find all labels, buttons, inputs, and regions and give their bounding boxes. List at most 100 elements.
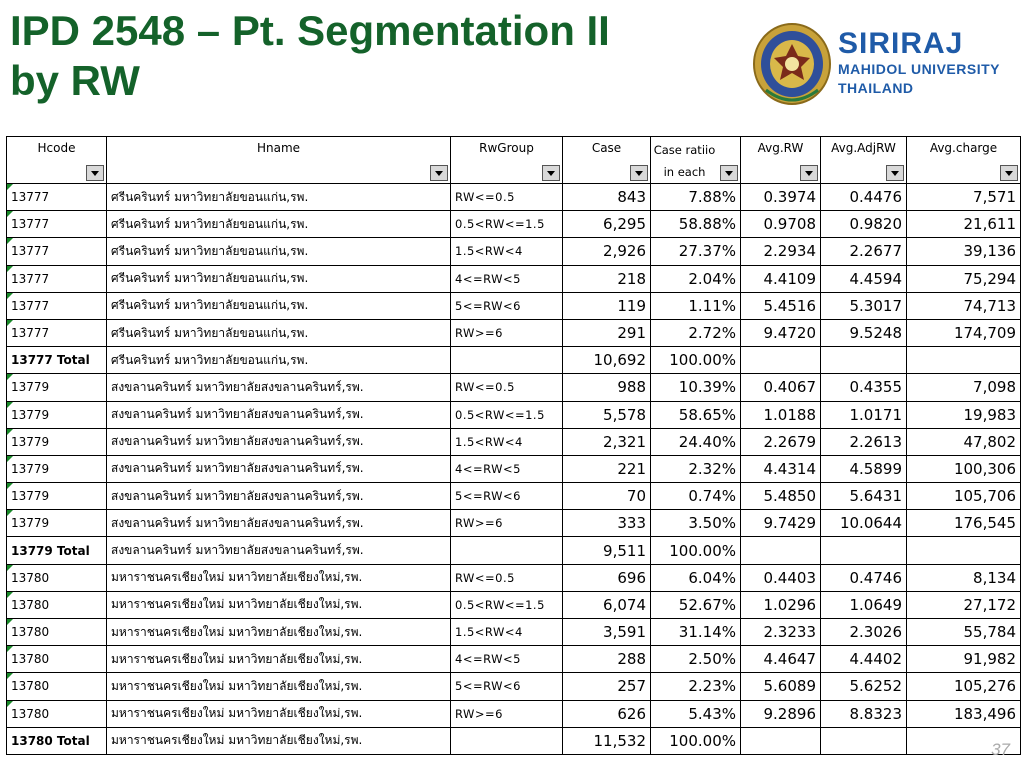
cell-avg-rw[interactable] [740, 346, 821, 375]
cell-rwgroup[interactable]: 5<=RW<6 [450, 672, 563, 701]
cell-case-ratio[interactable]: 100.00% [650, 536, 741, 565]
cell-avg-adjrw[interactable]: 2.3026 [820, 617, 907, 647]
cell-hcode[interactable]: 13777 [6, 291, 107, 320]
cell-hcode[interactable]: 13779 [6, 373, 107, 402]
cell-hname[interactable]: มหาราชนครเชียงใหม่ มหาวิทยาลัยเชียงใหม่,… [106, 726, 451, 755]
cell-avg-adjrw[interactable]: 0.4746 [820, 563, 907, 592]
cell-hname[interactable]: สงขลานครินทร์ มหาวิทยาลัยสงขลานครินทร์,ร… [106, 400, 451, 429]
cell-case-ratio[interactable]: 58.88% [650, 210, 741, 239]
cell-case-ratio[interactable]: 1.11% [650, 291, 741, 320]
cell-avg-charge[interactable]: 174,709 [906, 318, 1021, 348]
cell-case[interactable]: 11,532 [562, 726, 651, 755]
cell-hname[interactable]: สงขลานครินทร์ มหาวิทยาลัยสงขลานครินทร์,ร… [106, 454, 451, 484]
cell-case[interactable]: 218 [562, 264, 651, 293]
cell-hname[interactable]: ศรีนครินทร์ มหาวิทยาลัยขอนแก่น,รพ. [106, 346, 451, 375]
cell-avg-adjrw[interactable]: 0.4355 [820, 373, 907, 402]
cell-avg-adjrw[interactable]: 4.4594 [820, 264, 907, 293]
cell-case[interactable]: 843 [562, 182, 651, 212]
cell-hname[interactable]: มหาราชนครเชียงใหม่ มหาวิทยาลัยเชียงใหม่,… [106, 699, 451, 728]
cell-avg-adjrw[interactable]: 9.5248 [820, 318, 907, 348]
cell-rwgroup[interactable]: RW>=6 [450, 509, 563, 538]
cell-case-ratio[interactable]: 27.37% [650, 237, 741, 266]
cell-avg-rw[interactable] [740, 726, 821, 755]
cell-case[interactable]: 3,591 [562, 617, 651, 647]
cell-case[interactable]: 2,926 [562, 237, 651, 266]
cell-avg-adjrw[interactable]: 0.9820 [820, 210, 907, 239]
cell-rwgroup[interactable]: 4<=RW<5 [450, 264, 563, 293]
cell-hname[interactable]: มหาราชนครเชียงใหม่ มหาวิทยาลัยเชียงใหม่,… [106, 590, 451, 620]
cell-case-ratio[interactable]: 0.74% [650, 482, 741, 511]
cell-avg-rw[interactable] [740, 536, 821, 565]
cell-avg-rw[interactable]: 5.4850 [740, 482, 821, 511]
cell-rwgroup[interactable]: 0.5<RW<=1.5 [450, 400, 563, 429]
cell-avg-adjrw[interactable]: 5.3017 [820, 291, 907, 320]
cell-avg-rw[interactable]: 5.4516 [740, 291, 821, 320]
cell-avg-charge[interactable]: 39,136 [906, 237, 1021, 266]
cell-rwgroup[interactable]: 0.5<RW<=1.5 [450, 590, 563, 620]
cell-avg-charge[interactable]: 105,276 [906, 672, 1021, 701]
cell-case-ratio[interactable]: 100.00% [650, 726, 741, 755]
cell-rwgroup[interactable]: 1.5<RW<4 [450, 427, 563, 456]
cell-case[interactable]: 5,578 [562, 400, 651, 429]
cell-case[interactable]: 333 [562, 509, 651, 538]
cell-avg-charge[interactable]: 91,982 [906, 645, 1021, 674]
cell-case[interactable]: 291 [562, 318, 651, 348]
cell-hcode[interactable]: 13777 [6, 264, 107, 293]
cell-avg-rw[interactable]: 9.2896 [740, 699, 821, 728]
cell-avg-adjrw[interactable]: 5.6252 [820, 672, 907, 701]
cell-case-ratio[interactable]: 10.39% [650, 373, 741, 402]
cell-avg-charge[interactable]: 183,496 [906, 699, 1021, 728]
cell-hname[interactable]: มหาราชนครเชียงใหม่ มหาวิทยาลัยเชียงใหม่,… [106, 617, 451, 647]
cell-case[interactable]: 10,692 [562, 346, 651, 375]
cell-hcode[interactable]: 13780 [6, 563, 107, 592]
cell-avg-charge[interactable]: 74,713 [906, 291, 1021, 320]
cell-hcode[interactable]: 13777 [6, 182, 107, 212]
cell-case[interactable]: 288 [562, 645, 651, 674]
cell-hname[interactable]: มหาราชนครเชียงใหม่ มหาวิทยาลัยเชียงใหม่,… [106, 563, 451, 592]
cell-avg-rw[interactable]: 4.4647 [740, 645, 821, 674]
filter-dropdown-icon[interactable] [800, 165, 818, 181]
cell-hcode[interactable]: 13779 Total [6, 536, 107, 565]
cell-avg-rw[interactable]: 0.4067 [740, 373, 821, 402]
cell-case-ratio[interactable]: 7.88% [650, 182, 741, 212]
cell-hname[interactable]: ศรีนครินทร์ มหาวิทยาลัยขอนแก่น,รพ. [106, 237, 451, 266]
cell-rwgroup[interactable]: 0.5<RW<=1.5 [450, 210, 563, 239]
cell-avg-adjrw[interactable]: 2.2677 [820, 237, 907, 266]
cell-hcode[interactable]: 13779 [6, 482, 107, 511]
cell-avg-charge[interactable]: 7,098 [906, 373, 1021, 402]
cell-case-ratio[interactable]: 24.40% [650, 427, 741, 456]
cell-avg-adjrw[interactable] [820, 536, 907, 565]
cell-hcode[interactable]: 13777 [6, 237, 107, 266]
cell-avg-charge[interactable]: 21,611 [906, 210, 1021, 239]
cell-rwgroup[interactable]: 4<=RW<5 [450, 645, 563, 674]
cell-avg-rw[interactable]: 5.6089 [740, 672, 821, 701]
cell-avg-adjrw[interactable]: 4.5899 [820, 454, 907, 484]
filter-dropdown-icon[interactable] [542, 165, 560, 181]
cell-rwgroup[interactable]: 1.5<RW<4 [450, 617, 563, 647]
cell-rwgroup[interactable]: 4<=RW<5 [450, 454, 563, 484]
cell-hname[interactable]: ศรีนครินทร์ มหาวิทยาลัยขอนแก่น,รพ. [106, 182, 451, 212]
cell-avg-adjrw[interactable] [820, 346, 907, 375]
cell-avg-rw[interactable]: 1.0188 [740, 400, 821, 429]
cell-case[interactable]: 2,321 [562, 427, 651, 456]
cell-hname[interactable]: ศรีนครินทร์ มหาวิทยาลัยขอนแก่น,รพ. [106, 264, 451, 293]
cell-avg-adjrw[interactable]: 1.0649 [820, 590, 907, 620]
cell-avg-rw[interactable]: 0.4403 [740, 563, 821, 592]
cell-rwgroup[interactable] [450, 536, 563, 565]
cell-case[interactable]: 257 [562, 672, 651, 701]
cell-case-ratio[interactable]: 2.23% [650, 672, 741, 701]
cell-avg-adjrw[interactable]: 1.0171 [820, 400, 907, 429]
cell-case-ratio[interactable]: 52.67% [650, 590, 741, 620]
filter-dropdown-icon[interactable] [630, 165, 648, 181]
cell-avg-adjrw[interactable]: 0.4476 [820, 182, 907, 212]
cell-case-ratio[interactable]: 58.65% [650, 400, 741, 429]
cell-avg-adjrw[interactable]: 2.2613 [820, 427, 907, 456]
cell-case-ratio[interactable]: 31.14% [650, 617, 741, 647]
filter-dropdown-icon[interactable] [430, 165, 448, 181]
cell-hname[interactable]: สงขลานครินทร์ มหาวิทยาลัยสงขลานครินทร์,ร… [106, 482, 451, 511]
cell-hcode[interactable]: 13779 [6, 454, 107, 484]
cell-hcode[interactable]: 13780 [6, 699, 107, 728]
cell-rwgroup[interactable]: RW<=0.5 [450, 563, 563, 592]
cell-avg-rw[interactable]: 1.0296 [740, 590, 821, 620]
cell-rwgroup[interactable]: RW>=6 [450, 699, 563, 728]
